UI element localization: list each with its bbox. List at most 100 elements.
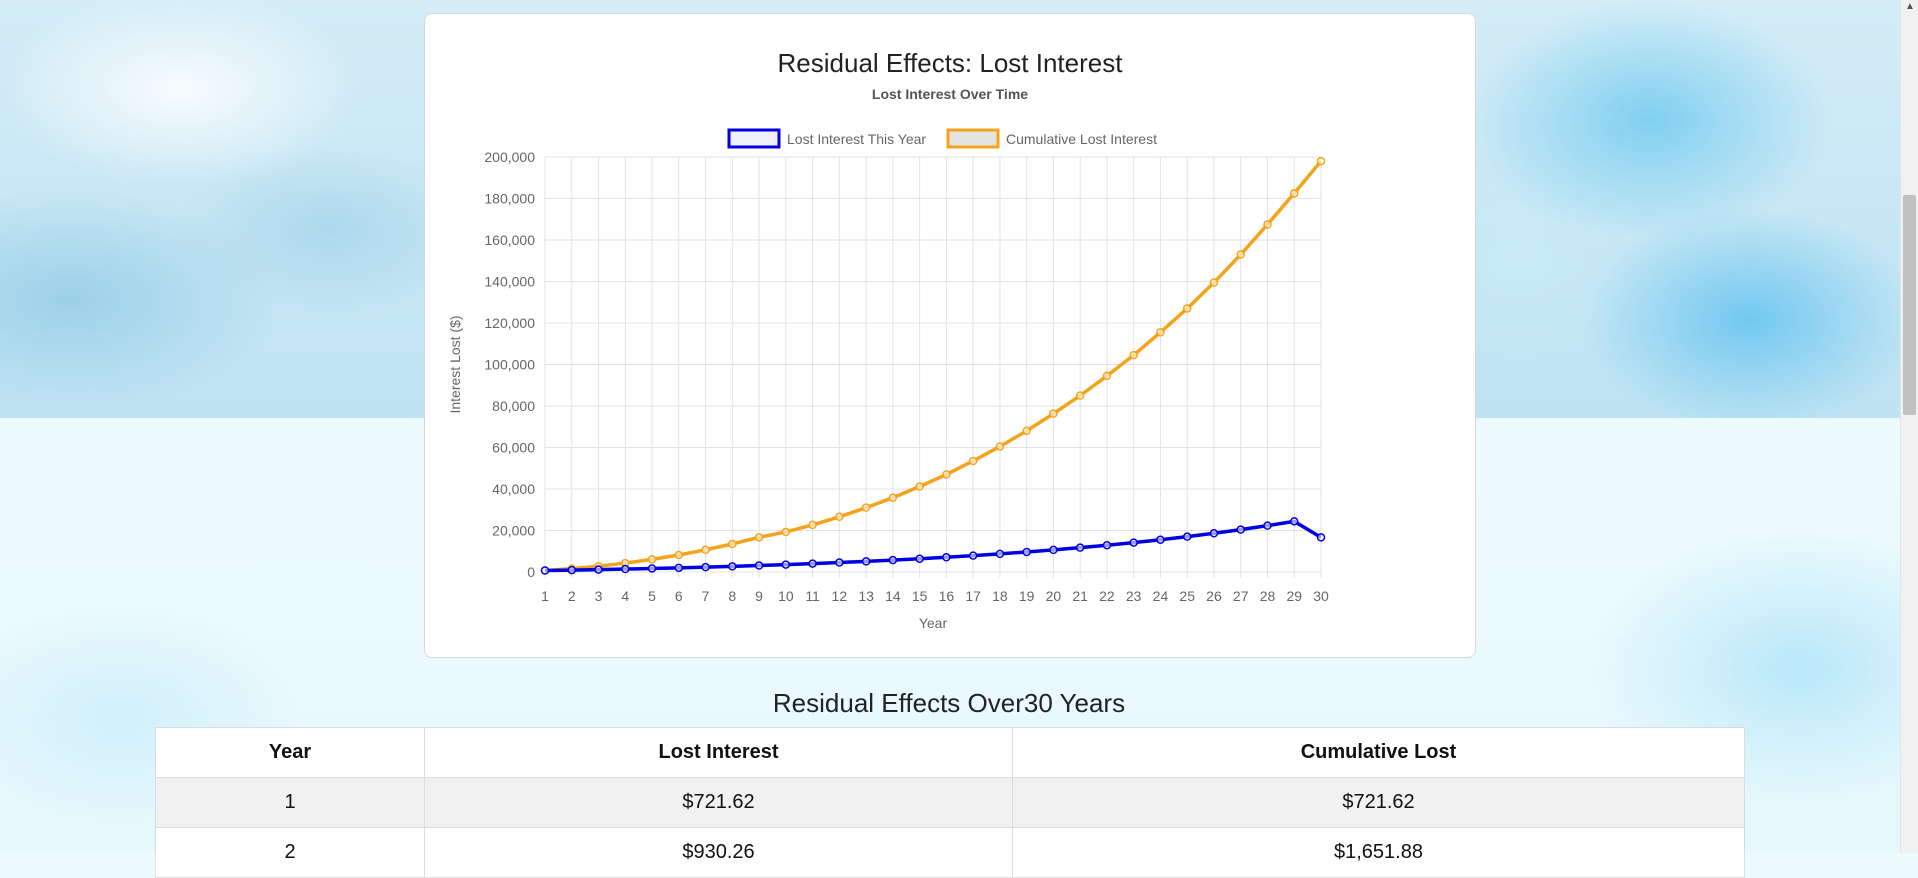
chart-legend[interactable]: Lost Interest This Year Cumulative Lost I…: [727, 128, 1157, 149]
x-tick-label: 20: [1046, 588, 1062, 604]
series-line: [544, 519, 1322, 573]
x-tick-label: 30: [1313, 588, 1329, 604]
data-point: [808, 520, 817, 530]
data-point: [1129, 350, 1138, 360]
data-point: [995, 442, 1005, 451]
data-point: [728, 539, 737, 549]
scrollbar-thumb[interactable]: [1903, 195, 1916, 415]
x-tick-label: 18: [992, 588, 1008, 604]
chart-card: Residual Effects: Lost Interest Lost Int…: [424, 13, 1476, 658]
data-point: [888, 555, 898, 565]
data-point: [1263, 521, 1272, 530]
lost-interest-chart: Lost Interest Over Time Lost Interest Th…: [447, 86, 1329, 631]
chart-section-heading: Residual Effects: Lost Interest: [777, 48, 1123, 78]
data-point: [1263, 220, 1272, 229]
data-point: [1129, 538, 1138, 547]
data-point: [835, 512, 844, 522]
x-tick-label: 13: [858, 588, 874, 604]
cell-year: 1: [155, 777, 425, 828]
table-row: 1 $721.62 $721.62: [155, 777, 1745, 828]
data-point: [754, 533, 764, 542]
data-point: [995, 549, 1005, 559]
x-tick-label: 8: [728, 588, 736, 604]
y-axis-ticks: 0 20,000 40,000 60,000 80,000 100,000 120,000 1…: [484, 149, 535, 580]
data-point: [835, 558, 844, 567]
data-point: [1289, 189, 1299, 198]
column-header-cumulative-lost: Cumulative Lost: [1012, 727, 1745, 778]
data-point: [1022, 426, 1031, 436]
y-tick-label: 60,000: [492, 440, 535, 456]
x-tick-label: 6: [675, 588, 683, 604]
chart-gridlines: [544, 156, 1322, 578]
x-tick-label: 3: [595, 588, 603, 604]
x-tick-label: 25: [1179, 588, 1195, 604]
y-tick-label: 0: [527, 564, 535, 580]
series-line: [544, 160, 1323, 573]
data-point: [674, 563, 684, 573]
data-point: [540, 566, 550, 575]
vertical-scrollbar[interactable]: ▲: [1900, 0, 1918, 853]
data-point: [1289, 517, 1299, 526]
x-tick-label: 21: [1072, 588, 1088, 604]
data-point: [968, 456, 978, 466]
x-tick-label: 26: [1206, 588, 1222, 604]
chart-title: Lost Interest Over Time: [872, 86, 1028, 102]
data-point: [647, 564, 657, 573]
data-point: [674, 550, 684, 560]
x-tick-label: 19: [1019, 588, 1035, 604]
x-tick-label: 4: [621, 588, 629, 604]
data-point: [1102, 371, 1112, 381]
data-point: [781, 560, 791, 569]
data-point: [701, 545, 710, 555]
y-tick-label: 200,000: [484, 149, 535, 165]
data-point: [1049, 545, 1058, 555]
x-tick-label: 15: [912, 588, 928, 604]
x-tick-label: 5: [648, 588, 656, 604]
data-point: [701, 562, 710, 572]
x-tick-label: 24: [1153, 588, 1169, 604]
column-header-lost-interest: Lost Interest: [424, 727, 1013, 778]
data-point: [1182, 304, 1192, 313]
data-point: [1316, 533, 1326, 542]
legend-swatch: [727, 128, 781, 149]
x-axis-label: Year: [919, 615, 948, 631]
legend-item[interactable]: Lost Interest This Year: [727, 128, 926, 149]
x-tick-label: 10: [778, 588, 794, 604]
x-tick-label: 2: [568, 588, 576, 604]
legend-swatch: [946, 128, 1000, 149]
legend-item[interactable]: Cumulative Lost Interest: [946, 128, 1157, 149]
x-tick-label: 29: [1286, 588, 1302, 604]
data-point: [861, 557, 871, 566]
data-point: [1236, 250, 1245, 259]
data-point: [1075, 543, 1085, 552]
scroll-up-arrow-icon[interactable]: ▲: [1905, 1, 1915, 12]
data-point: [1049, 409, 1058, 418]
data-point: [861, 503, 871, 512]
data-point: [1156, 535, 1165, 544]
x-tick-label: 27: [1233, 588, 1249, 604]
data-point: [1209, 529, 1219, 538]
data-point: [781, 527, 791, 537]
data-point: [621, 564, 630, 574]
data-point: [968, 551, 978, 560]
x-tick-label: 28: [1260, 588, 1276, 604]
data-point: [754, 561, 764, 570]
y-tick-label: 80,000: [492, 398, 535, 414]
x-axis-ticks: 1 2 3 4 5 6 7 8 9 10 11 12 13 14 15 16 17 18 19 20 21 22 23 24 2…: [541, 588, 1329, 604]
data-point: [915, 482, 924, 491]
x-tick-label: 1: [541, 588, 549, 604]
y-tick-label: 180,000: [484, 191, 535, 207]
table-heading: Residual Effects Over30 Years: [772, 688, 1126, 718]
x-tick-label: 23: [1126, 588, 1142, 604]
data-point: [1102, 540, 1112, 550]
x-tick-label: 12: [832, 588, 848, 604]
column-header-year: Year: [155, 727, 425, 778]
data-point: [594, 565, 603, 574]
cell-lost-interest: $721.62: [424, 777, 1013, 828]
data-point: [915, 554, 924, 563]
data-point: [1156, 328, 1165, 337]
chart-series: [540, 156, 1326, 575]
y-tick-label: 140,000: [484, 274, 535, 290]
x-tick-label: 14: [885, 588, 901, 604]
legend-label: Cumulative Lost Interest: [1006, 131, 1157, 147]
